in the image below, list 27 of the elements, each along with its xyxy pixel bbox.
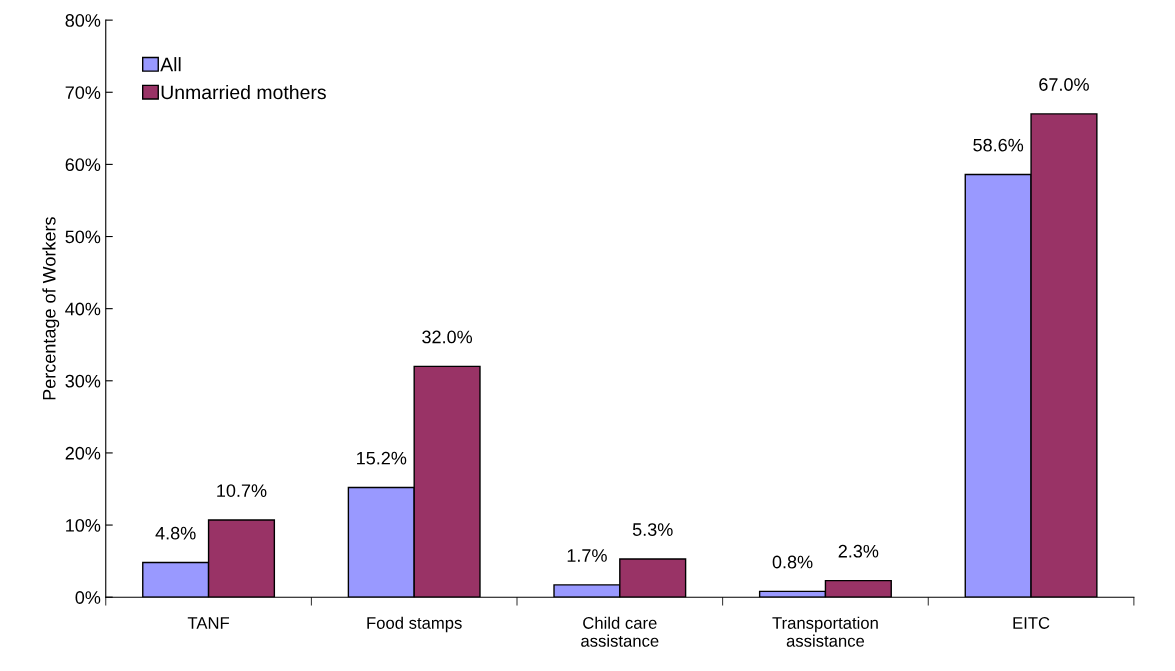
y-tick-label: 10% [66,518,101,532]
y-tick-label: 20% [65,446,101,460]
data-label: 5.3% [632,523,673,536]
legend-label: All [160,57,181,72]
y-tick-label: 40% [65,302,101,316]
data-label: 0.8% [772,555,813,569]
x-tick-label: TANF [187,617,230,629]
y-tick-label: 50% [65,230,101,244]
data-label: 32.0% [422,330,473,344]
data-label: 4.8% [155,526,196,540]
data-label: 10.7% [217,484,267,497]
data-label: 15.2% [357,451,407,465]
y-axis-title: Percentage of Workers [42,217,60,400]
y-tick-label: 30% [65,374,101,388]
x-tick-label: Transportation assistance [772,616,878,647]
x-tick-label: Child care assistance [581,616,659,647]
legend-label: Unmarried mothers [161,84,326,100]
y-tick-label: 80% [65,14,101,27]
y-tick-label: 0% [75,591,101,604]
y-tick-label: 60% [65,158,101,172]
data-label: 2.3% [838,544,879,558]
data-label: 1.7% [567,549,607,562]
y-tick-label: 70% [65,86,101,99]
x-tick-label: Food stamps [367,616,462,633]
data-label: 67.0% [1039,78,1089,91]
data-label: 58.6% [973,138,1024,152]
x-tick-label: EITC [1013,617,1050,629]
